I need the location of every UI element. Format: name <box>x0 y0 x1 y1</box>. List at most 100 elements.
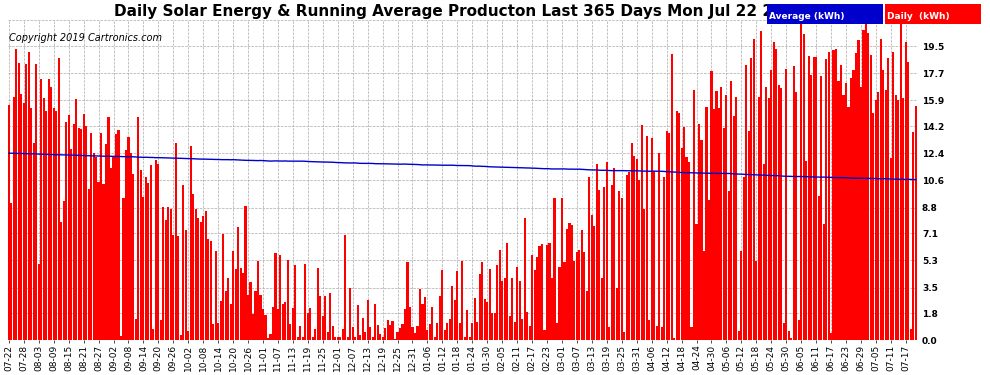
Bar <box>624 332 626 340</box>
Bar <box>164 220 167 340</box>
Bar <box>200 222 202 340</box>
Bar <box>741 251 742 340</box>
Bar <box>55 111 57 340</box>
Bar <box>621 198 623 340</box>
Bar <box>346 338 348 340</box>
Bar <box>252 314 254 340</box>
Bar <box>857 40 859 340</box>
Bar <box>319 296 322 340</box>
Bar <box>663 177 665 340</box>
Bar <box>785 69 787 341</box>
Bar <box>192 194 194 340</box>
Bar <box>516 267 518 340</box>
Bar <box>468 338 471 340</box>
Bar <box>77 129 79 340</box>
Bar <box>773 42 775 340</box>
Bar <box>690 327 693 340</box>
Bar <box>434 338 436 340</box>
Bar <box>752 39 755 340</box>
Bar <box>118 130 120 340</box>
Bar <box>608 327 611 340</box>
Bar <box>573 261 575 340</box>
Bar <box>297 338 299 340</box>
Bar <box>220 301 222 340</box>
Bar <box>491 313 493 340</box>
Bar <box>902 98 905 340</box>
Bar <box>182 185 184 340</box>
Bar <box>701 140 703 340</box>
Bar <box>499 250 501 340</box>
Bar <box>8 105 10 340</box>
Bar <box>698 124 700 340</box>
Bar <box>501 280 503 340</box>
Bar <box>267 338 269 340</box>
Bar <box>828 52 830 340</box>
Bar <box>603 187 606 340</box>
Bar <box>634 156 636 340</box>
Bar <box>825 58 827 340</box>
Bar <box>237 227 240 340</box>
Bar <box>157 164 159 340</box>
Bar <box>272 308 274 340</box>
Bar <box>529 326 531 340</box>
Bar <box>48 79 50 340</box>
Bar <box>708 200 710 340</box>
Bar <box>820 76 822 340</box>
Bar <box>713 109 715 340</box>
Bar <box>354 338 356 340</box>
Bar <box>673 338 675 340</box>
Bar <box>381 338 384 340</box>
Bar <box>541 244 544 340</box>
Bar <box>162 207 164 340</box>
Bar <box>471 323 473 340</box>
Bar <box>10 203 13 340</box>
Bar <box>349 288 351 340</box>
Bar <box>718 108 720 340</box>
Bar <box>391 321 394 340</box>
Bar <box>145 177 147 340</box>
Bar <box>808 56 810 340</box>
Bar <box>461 261 463 340</box>
Bar <box>835 50 838 340</box>
Bar <box>351 327 353 340</box>
Bar <box>810 75 812 340</box>
Bar <box>394 339 396 340</box>
Bar <box>900 22 902 340</box>
Bar <box>509 316 511 340</box>
Bar <box>324 296 327 340</box>
Bar <box>356 305 358 340</box>
Bar <box>880 39 882 340</box>
Bar <box>110 168 112 340</box>
Bar <box>750 58 752 340</box>
Bar <box>695 225 698 340</box>
Bar <box>726 95 728 340</box>
Bar <box>386 320 389 340</box>
Bar <box>417 326 419 340</box>
Bar <box>103 184 105 340</box>
Bar <box>366 300 368 340</box>
Bar <box>631 143 633 340</box>
Bar <box>277 309 279 340</box>
Bar <box>389 325 391 340</box>
Bar <box>476 321 478 340</box>
Bar <box>404 309 406 340</box>
Bar <box>289 324 291 340</box>
Bar <box>242 273 245 340</box>
Bar <box>910 329 912 340</box>
Bar <box>798 320 800 340</box>
Bar <box>897 100 899 340</box>
Bar <box>409 307 411 340</box>
Bar <box>456 272 458 340</box>
Bar <box>419 289 421 340</box>
Bar <box>332 326 334 340</box>
Bar <box>284 302 286 340</box>
Bar <box>519 280 521 340</box>
Bar <box>230 304 232 340</box>
Bar <box>304 264 307 340</box>
Bar <box>439 296 441 340</box>
Bar <box>167 207 169 340</box>
Bar <box>140 170 142 340</box>
Bar <box>412 327 414 340</box>
Bar <box>882 70 884 340</box>
Bar <box>210 242 212 340</box>
